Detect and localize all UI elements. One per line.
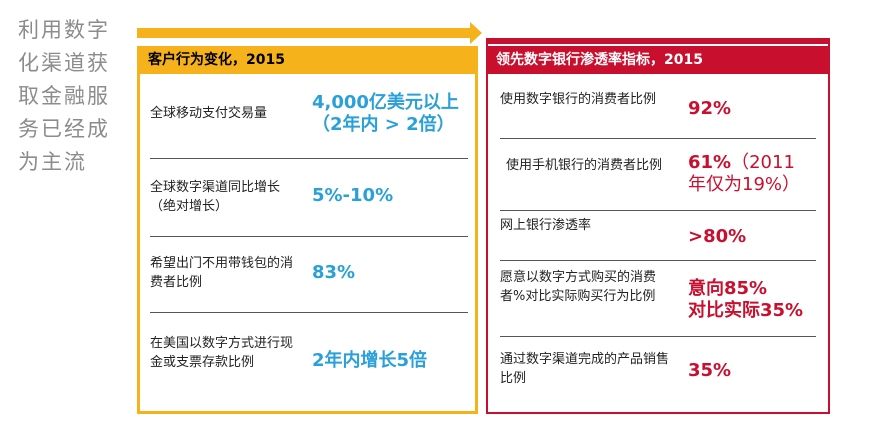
row-value: 2年内增长5倍	[312, 350, 428, 371]
progress-arrow-shaft	[137, 28, 477, 38]
divider	[500, 260, 816, 261]
row-value: >80%	[688, 226, 747, 247]
row-label: 通过数字渠道完成的产品销售比例	[500, 352, 670, 386]
divider	[150, 236, 468, 237]
row-value: 意向85% 对比实际35%	[688, 278, 804, 321]
row-value: 61%（2011 年仅为19%）	[688, 152, 801, 195]
row-label: 网上银行渗透率	[500, 218, 592, 233]
divider	[500, 210, 816, 211]
row-label: 全球移动支付交易量	[150, 106, 268, 121]
left-panel-header: 客户行为变化，2015	[140, 46, 475, 74]
row-label: 使用手机银行的消费者比例	[506, 158, 663, 173]
right-panel-top-bar	[486, 38, 830, 44]
divider	[150, 312, 468, 313]
divider	[150, 158, 468, 159]
arrow-head-icon	[470, 22, 482, 44]
right-panel-header: 领先数字银行渗透率指标，2015	[488, 46, 828, 74]
row-value: 35%	[688, 360, 732, 381]
divider	[500, 336, 816, 337]
row-label: 在美国以数字方式进行现金或支票存款比例	[150, 336, 294, 370]
row-value: 4,000亿美元以上 （2年内 > 2倍）	[312, 92, 459, 135]
side-title: 利用数字化渠道获取金融服务已经成为主流	[18, 18, 110, 174]
row-value: 83%	[312, 262, 356, 283]
row-value: 5%-10%	[312, 185, 394, 206]
row-label: 全球数字渠道同比增长（绝对增长）	[150, 180, 281, 214]
row-label: 使用数字银行的消费者比例	[500, 92, 657, 107]
customer-behavior-panel: 客户行为变化，2015 全球移动支付交易量 4,000亿美元以上 （2年内 > …	[137, 46, 478, 414]
row-label: 希望出门不用带钱包的消费者比例	[150, 256, 294, 290]
divider	[500, 138, 816, 139]
digital-banking-panel: 领先数字银行渗透率指标，2015 使用数字银行的消费者比例 92% 使用手机银行…	[486, 38, 830, 414]
row-value: 92%	[688, 98, 732, 119]
row-label: 愿意以数字方式购买的消费者%对比实际购买行为比例	[500, 270, 657, 304]
